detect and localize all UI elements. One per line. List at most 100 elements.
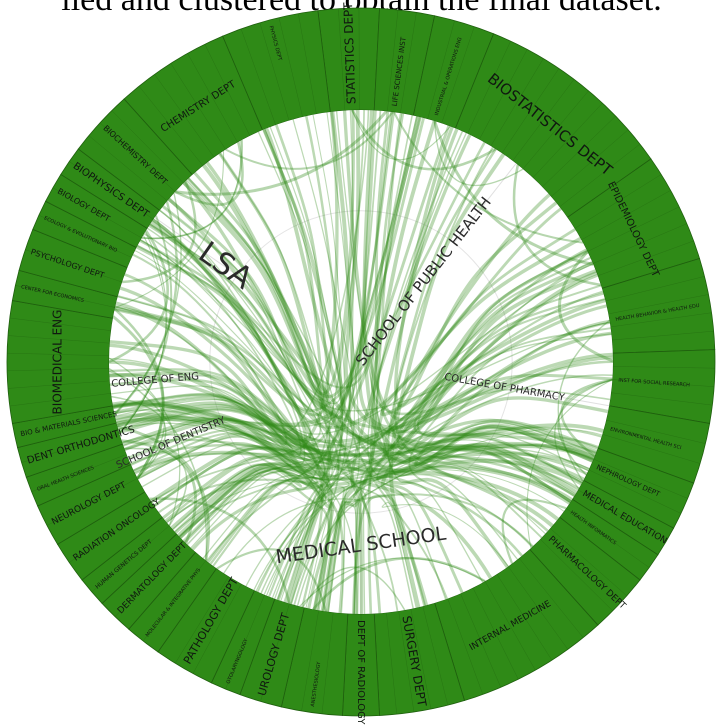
ring-subdivision	[170, 63, 226, 150]
chord-edge	[178, 466, 345, 614]
ring-subdivision	[501, 68, 560, 154]
ring-subdivision	[88, 135, 168, 202]
chord-edge	[170, 111, 393, 529]
chord-edge	[112, 393, 333, 606]
chord-edge	[130, 429, 596, 481]
chord-edge	[223, 498, 363, 614]
ring-subdivision	[479, 49, 528, 140]
chord-edge	[433, 120, 594, 266]
school-spoke	[154, 217, 238, 276]
chord-edge	[417, 256, 602, 438]
chord-edge	[268, 290, 604, 598]
chord-edge	[209, 481, 331, 611]
ring-subdivision	[301, 610, 319, 712]
chord-edge	[117, 295, 312, 503]
chord-edge	[557, 250, 614, 363]
chord-edge	[118, 215, 173, 435]
chord-edge	[110, 385, 358, 614]
chord-edge	[114, 409, 322, 601]
chord-edge	[114, 192, 182, 415]
chord-edge	[146, 152, 325, 401]
chord-edge	[162, 115, 413, 425]
chord-edge	[166, 333, 612, 524]
chord-edge	[284, 116, 422, 604]
ring-subdivision	[46, 478, 138, 526]
ring-subdivision	[7, 380, 110, 389]
chord-edge	[114, 150, 225, 308]
ring-subdivision	[587, 206, 680, 252]
ring-subdivision	[278, 17, 303, 117]
inner-disc	[109, 110, 613, 614]
chord-edge	[320, 128, 459, 612]
chord-edge	[554, 378, 613, 490]
chord-edge	[182, 181, 598, 454]
chord-edge	[382, 444, 588, 503]
chord-edge	[108, 367, 208, 561]
school-spoke	[109, 374, 211, 385]
chord-edge	[352, 273, 599, 614]
chord-edge	[392, 111, 584, 244]
chord-edge	[262, 128, 573, 501]
chord-edge	[114, 305, 323, 603]
department-ring	[6, 7, 716, 717]
chord-edge	[526, 379, 613, 549]
ring-subdivision	[467, 41, 511, 134]
chord-edge	[335, 111, 484, 583]
ring-subdivision	[259, 22, 290, 121]
chord-edge	[225, 111, 394, 170]
ring-subdivision	[490, 58, 544, 147]
ring-subdivision	[522, 90, 589, 170]
ring-subdivision	[111, 110, 184, 184]
chord-edge	[116, 417, 546, 535]
chord-edge	[118, 408, 382, 614]
ring-subdivision	[611, 392, 713, 406]
chord-edge	[129, 443, 333, 522]
chord-edge	[133, 432, 319, 514]
chord-edge	[557, 319, 610, 482]
chord-edge	[111, 395, 167, 479]
chord-edge	[296, 426, 593, 607]
chord-edge	[287, 459, 583, 605]
chord-edge	[307, 261, 594, 609]
chord-edge	[414, 319, 610, 468]
ring-subdivision	[52, 187, 142, 239]
ring-subdivision	[610, 312, 712, 328]
chord-edge	[137, 209, 306, 480]
ring-subdivision	[578, 489, 667, 542]
chord-edge	[113, 110, 370, 434]
chord-edge	[182, 110, 365, 542]
chord-edge	[121, 433, 302, 531]
ring-subdivision	[25, 249, 123, 283]
ring-subdivision	[154, 74, 215, 158]
ring-subdivision	[574, 174, 662, 229]
ring-subdivision	[21, 433, 120, 463]
chord-edge	[348, 116, 448, 600]
chord-edge	[557, 378, 613, 476]
ring-subdivision	[551, 129, 629, 197]
ring-subdivision	[606, 419, 706, 444]
chord-edge	[362, 110, 594, 464]
chord-edge	[114, 398, 590, 470]
chord-edge	[299, 557, 486, 607]
chord-edge	[413, 292, 604, 449]
chord-edge	[109, 352, 613, 444]
chord-edge	[112, 206, 322, 442]
chord-edge	[113, 201, 179, 416]
chord-edge	[274, 110, 354, 599]
ring-subdivision	[508, 566, 568, 650]
chord-edge	[109, 373, 315, 450]
chord-edge	[150, 445, 560, 521]
chord-edge	[183, 467, 329, 587]
ring-subdivision	[460, 593, 501, 688]
chord-edge	[260, 421, 597, 594]
ring-subdivision	[138, 86, 204, 166]
chord-edge	[560, 378, 613, 458]
ring-subdivision	[398, 611, 415, 713]
chord-edge	[109, 343, 320, 456]
chord-edge	[117, 425, 210, 561]
dept-label-statistics-dept: STATISTICS DEPT	[341, 1, 359, 104]
chord-edge	[351, 109, 497, 171]
chord-edge	[112, 401, 292, 466]
chord-edge	[216, 548, 328, 612]
chord-edge	[357, 110, 613, 430]
